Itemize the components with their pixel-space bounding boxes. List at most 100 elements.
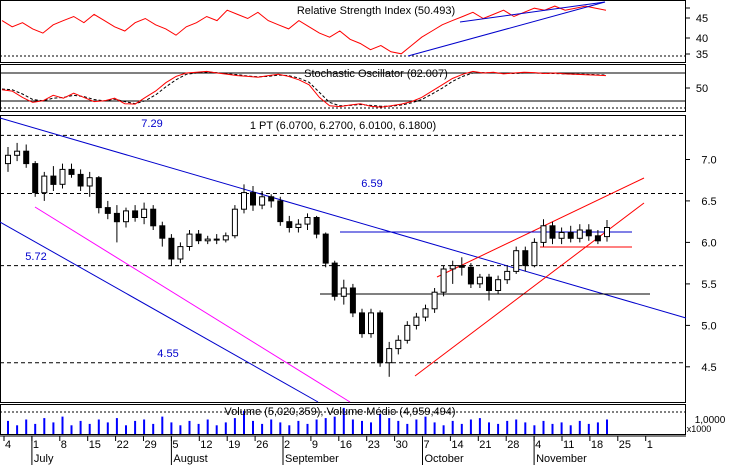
candle — [604, 220, 610, 242]
level-label-5-72: 5.72 — [25, 251, 46, 263]
candle-body — [458, 265, 465, 268]
candle-body — [195, 233, 202, 242]
price-panel-frame — [0, 115, 686, 403]
downtrend-channel-upper — [0, 117, 687, 319]
x-tick-label: 19 — [228, 439, 240, 451]
candle-body — [32, 163, 39, 194]
price-panel: 1 PT (6.0700, 6.2700, 6.0100, 6.1800) 7.… — [0, 117, 717, 403]
rsi-tick-35: 35 — [696, 49, 708, 61]
x-tick-label: 30 — [396, 439, 408, 451]
candle — [159, 221, 166, 247]
candle — [95, 176, 102, 214]
candle-body — [59, 168, 66, 185]
candle-body — [377, 312, 384, 364]
candle — [123, 207, 129, 228]
candle-body — [159, 225, 166, 239]
candle-body — [495, 279, 502, 292]
candle — [540, 219, 547, 247]
candle — [222, 232, 229, 243]
candle-body — [95, 177, 102, 209]
candle — [86, 171, 93, 197]
candle-body — [522, 250, 529, 267]
candle-body — [186, 233, 193, 248]
candle-body — [413, 316, 420, 326]
candle — [567, 225, 574, 243]
candle — [340, 279, 347, 305]
level-label-7-29: 7.29 — [141, 118, 162, 130]
candle-body — [50, 175, 57, 185]
candle-body — [241, 192, 247, 210]
candle-body — [576, 229, 583, 239]
candle — [23, 144, 30, 168]
x-tick-label: 5 — [172, 439, 178, 451]
x-tick-label: 29 — [145, 439, 157, 451]
candle-body — [440, 268, 447, 293]
x-tick-label: 21 — [479, 439, 491, 451]
candle-body — [5, 154, 11, 165]
candle-body — [141, 208, 148, 218]
stochastic-title: Stochastic Oscillator (82.007) — [304, 68, 448, 80]
candle — [5, 147, 11, 172]
volume-bars — [7, 407, 608, 434]
candle-body — [386, 348, 393, 364]
month-label: October — [425, 453, 464, 465]
candle-body — [295, 223, 302, 228]
price-tick-label: 6.0 — [701, 237, 716, 249]
x-tick-label: 9 — [312, 439, 318, 451]
candle-body — [23, 150, 30, 165]
x-tick-label: 25 — [619, 439, 631, 451]
candle-body — [213, 238, 220, 241]
x-tick-label: 11 — [563, 439, 574, 451]
candle — [241, 184, 247, 214]
panel-frames — [0, 0, 686, 435]
candle-body — [322, 233, 329, 264]
candle — [495, 275, 502, 294]
candle — [504, 265, 511, 284]
x-tick-label: 12 — [200, 439, 212, 451]
x-tick-label: 23 — [368, 439, 380, 451]
volume-panel: Volume (5,020,359), Volume Médio (4,959,… — [0, 406, 726, 434]
rsi-series-line — [1, 5, 607, 55]
month-label: September — [285, 453, 339, 465]
x-tick-label: 1 — [33, 439, 39, 451]
stochastic-panel: Stochastic Oscillator (82.007) 50 — [0, 68, 708, 109]
price-y-axis: 7.0 6.5 6.0 5.5 5.0 4.5 — [686, 155, 717, 374]
x-tick-label: 26 — [256, 439, 268, 451]
candle — [549, 221, 556, 245]
candle-body — [113, 212, 120, 223]
trendlines — [0, 117, 687, 403]
x-tick-label: 22 — [117, 439, 129, 451]
candle — [368, 308, 374, 338]
candle — [377, 310, 384, 367]
x-tick-label: 18 — [591, 439, 603, 451]
x-tick-label: 16 — [340, 439, 352, 451]
candle — [359, 308, 365, 338]
candle-body — [359, 312, 365, 335]
level-label-6-59: 6.59 — [361, 178, 382, 190]
candle-body — [77, 173, 84, 187]
candle-body — [558, 232, 565, 239]
candle-body — [513, 250, 520, 272]
candle — [531, 238, 538, 268]
level-label-4-55: 4.55 — [157, 348, 178, 360]
horizontal-levels — [0, 134, 686, 364]
candle — [250, 186, 256, 211]
magenta-support-line — [34, 206, 351, 403]
month-label: July — [34, 453, 54, 465]
stochastic-k-line — [1, 70, 607, 108]
candle-body — [222, 235, 229, 241]
candle-body — [168, 237, 175, 260]
candle — [195, 230, 202, 245]
candle-body — [41, 175, 48, 194]
candle — [313, 215, 320, 239]
x-tick-label: 7 — [424, 439, 430, 451]
candle — [132, 205, 139, 222]
candle-body — [104, 207, 111, 214]
candle — [231, 205, 238, 239]
candle — [304, 213, 311, 230]
candle — [486, 273, 492, 301]
candle — [431, 288, 438, 313]
candle — [422, 304, 429, 322]
